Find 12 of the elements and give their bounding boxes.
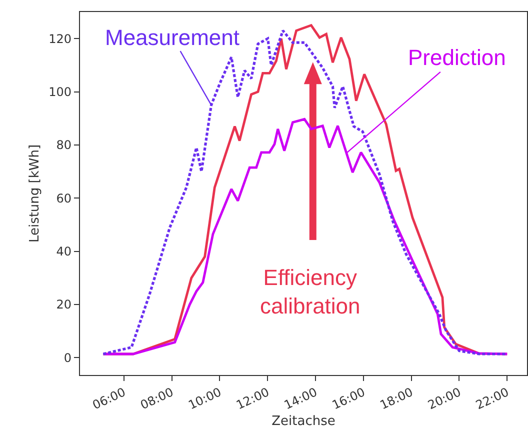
annotation: Measurement [105, 25, 240, 50]
y-tick-label: 100 [48, 84, 72, 99]
y-tick-label: 120 [48, 32, 72, 46]
annotation: Prediction [408, 45, 506, 70]
y-tick-label: 80 [56, 138, 72, 152]
y-tick-label: 40 [56, 244, 72, 259]
y-axis-title: Leistung [kWh] [28, 144, 43, 243]
y-tick-label: 60 [56, 191, 72, 206]
y-tick-label: 0 [64, 350, 72, 365]
y-tick-label: 20 [56, 298, 72, 312]
annotation: Efficiency calibration [260, 265, 360, 319]
x-axis-title: Zeitachse [272, 414, 336, 429]
